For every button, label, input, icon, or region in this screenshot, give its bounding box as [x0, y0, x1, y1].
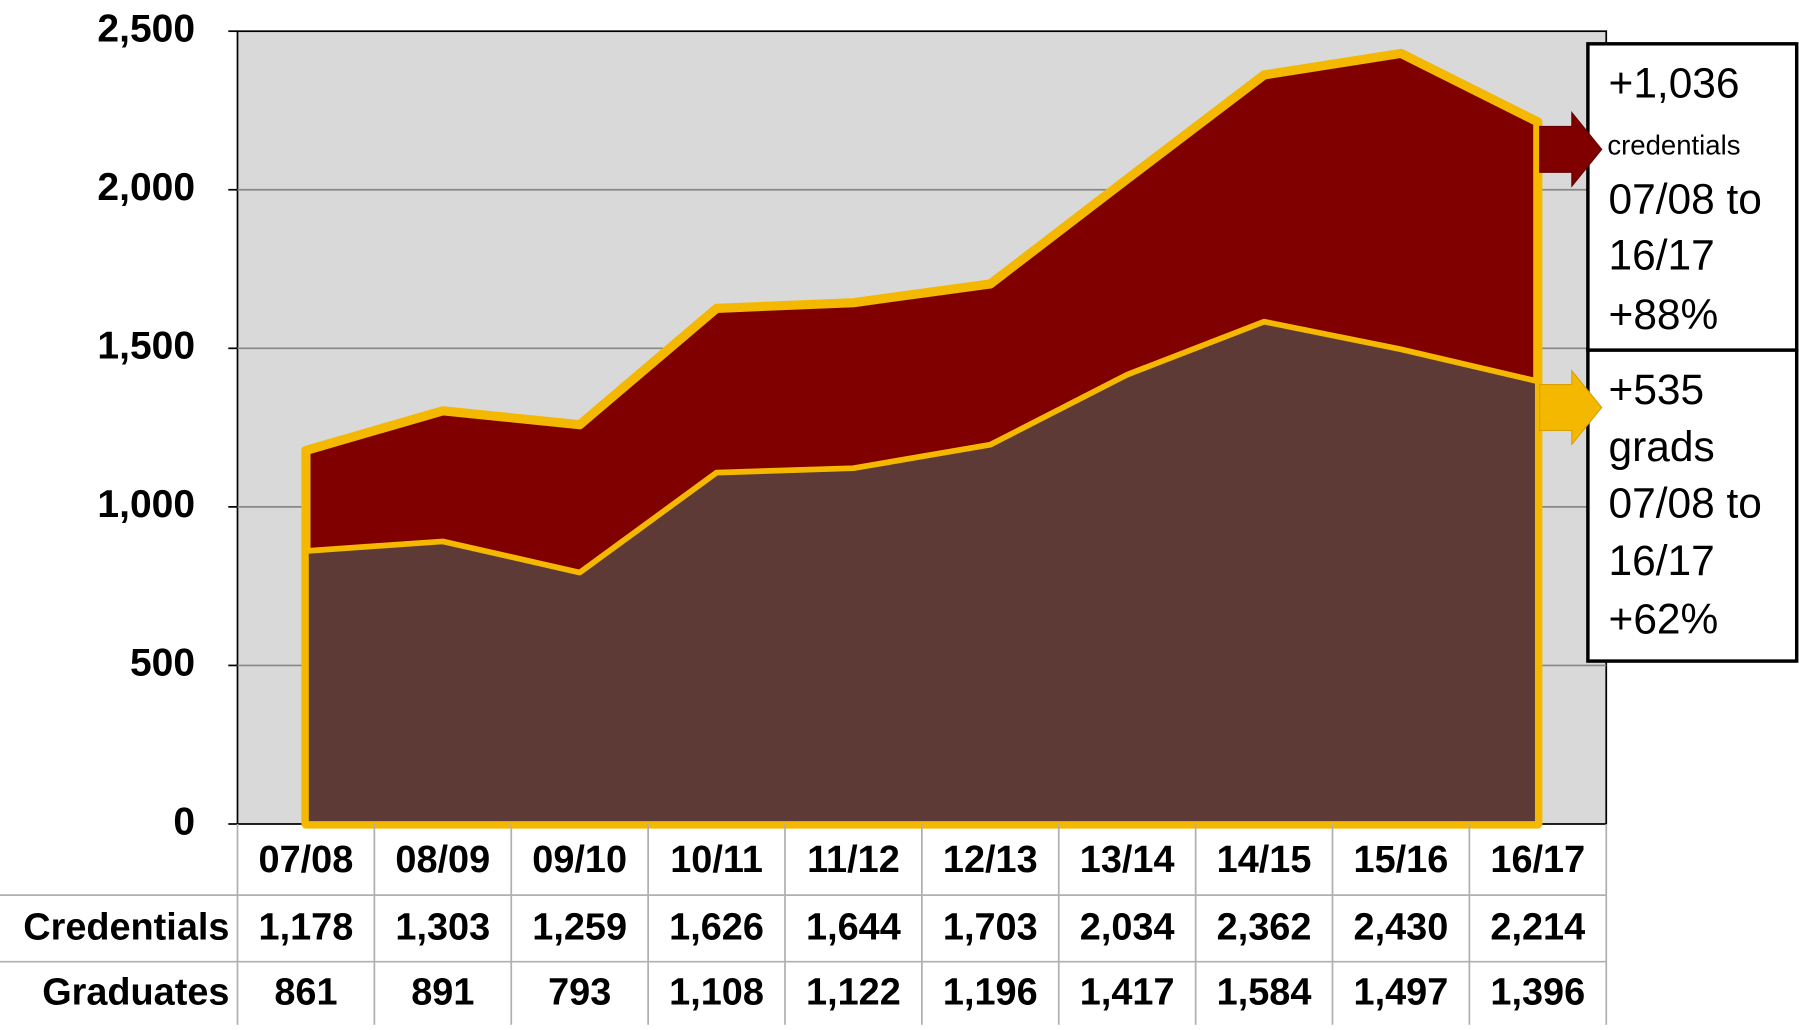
- category-label: 15/16: [1354, 839, 1449, 881]
- value-label: 2,034: [1080, 907, 1175, 949]
- category-label: 16/17: [1490, 839, 1585, 881]
- value-label: 1,122: [806, 971, 901, 1013]
- value-label: 891: [411, 971, 474, 1013]
- value-label: 1,626: [669, 907, 764, 949]
- value-label: 793: [548, 971, 611, 1013]
- page: {"chart_data": {"type": "area", "categor…: [0, 0, 1799, 1025]
- callout-text: 16/17: [1609, 232, 1715, 279]
- y-tick-label: 1,500: [97, 325, 195, 368]
- category-label: 07/08: [259, 839, 354, 881]
- chart: 0 500 1,000 1,500 2,000 2,500 07/08 08/09 09/10 1…: [0, 0, 1799, 1025]
- value-label: 1,396: [1490, 971, 1585, 1013]
- value-label: 1,196: [943, 971, 1038, 1013]
- y-tick-label: 500: [130, 642, 195, 685]
- callout-text: +88%: [1609, 291, 1719, 338]
- y-tick-label: 0: [173, 800, 195, 843]
- category-label: 08/09: [395, 839, 490, 881]
- callout-text: +1,036: [1609, 59, 1740, 106]
- category-label: 12/13: [943, 839, 1038, 881]
- callout-text: 07/08 to: [1609, 175, 1762, 222]
- callout-text: 07/08 to: [1609, 479, 1762, 526]
- callout-text: +62%: [1609, 595, 1719, 642]
- y-tick-label: 1,000: [97, 483, 195, 526]
- row-label: Graduates: [42, 971, 229, 1013]
- category-label: 10/11: [670, 839, 763, 881]
- category-label: 09/10: [532, 839, 627, 881]
- value-label: 1,584: [1217, 971, 1312, 1013]
- value-label: 1,497: [1354, 971, 1449, 1013]
- callout-text: grads: [1609, 423, 1715, 470]
- value-label: 1,178: [259, 907, 354, 949]
- callout-text: credentials: [1607, 129, 1740, 160]
- category-label: 11/12: [807, 839, 900, 881]
- y-tick-label: 2,000: [97, 166, 195, 209]
- value-label: 1,303: [395, 907, 490, 949]
- category-label: 13/14: [1080, 839, 1175, 881]
- value-label: 1,259: [532, 907, 627, 949]
- value-label: 1,417: [1080, 971, 1175, 1013]
- category-label: 14/15: [1217, 839, 1312, 881]
- value-label: 1,108: [669, 971, 764, 1013]
- y-tick-label: 2,500: [97, 7, 195, 50]
- callout-text: 16/17: [1609, 537, 1715, 584]
- value-label: 1,703: [943, 907, 1038, 949]
- callout-text: +535: [1609, 366, 1705, 413]
- value-label: 2,214: [1490, 907, 1585, 949]
- row-label: Credentials: [23, 907, 229, 949]
- value-label: 2,430: [1354, 907, 1449, 949]
- value-label: 1,644: [806, 907, 901, 949]
- value-label: 861: [274, 971, 337, 1013]
- value-label: 2,362: [1217, 907, 1312, 949]
